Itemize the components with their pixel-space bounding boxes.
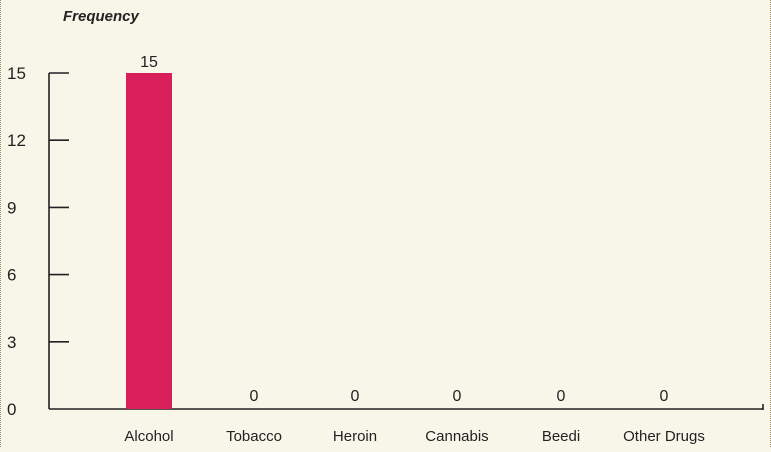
x-tick-label: Alcohol: [124, 428, 173, 445]
x-tick-label: Other Drugs: [623, 428, 705, 445]
y-tick-label: 9: [7, 198, 16, 217]
data-label: 0: [250, 388, 259, 405]
x-tick-label: Cannabis: [425, 428, 488, 445]
bar-alcohol: [126, 73, 172, 409]
x-tick-label: Heroin: [333, 428, 377, 445]
x-tick-label: Tobacco: [226, 428, 282, 445]
y-tick-label: 6: [7, 266, 16, 285]
x-tick-label: Beedi: [542, 428, 580, 445]
y-tick-label: 15: [7, 64, 26, 83]
data-label: 15: [140, 54, 158, 71]
y-tick-label: 3: [7, 333, 16, 352]
data-label: 0: [453, 388, 462, 405]
y-tick-label: 12: [7, 131, 26, 150]
data-label: 0: [660, 388, 669, 405]
y-axis-title: Frequency: [63, 8, 139, 25]
data-label: 0: [557, 388, 566, 405]
data-label: 0: [351, 388, 360, 405]
y-tick-label: 0: [7, 400, 16, 419]
